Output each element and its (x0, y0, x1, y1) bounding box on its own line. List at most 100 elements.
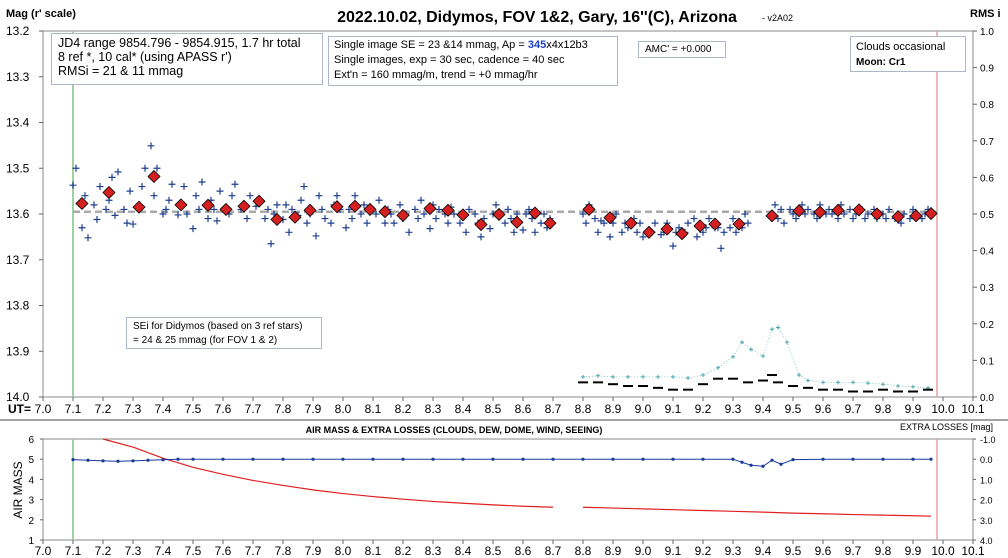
average-diamond (363, 202, 377, 216)
x-tick-label: 8.8 (575, 402, 592, 416)
single-image-point (216, 187, 224, 195)
x-tick-label: 7.1 (65, 402, 82, 416)
single-image-point (129, 220, 137, 228)
airmass-x-tick-label: 7.0 (35, 544, 52, 558)
single-image-point (210, 205, 218, 213)
x-tick-label: 8.4 (455, 402, 472, 416)
x-tick-label: 9.8 (875, 402, 892, 416)
airmass-x-tick-label: 7.6 (215, 544, 232, 558)
rms-teal-point (797, 373, 801, 378)
average-diamond (441, 203, 455, 217)
extra-losses-point (791, 458, 795, 462)
y-tick-label-left: 13.3 (6, 70, 30, 84)
single-image-point (465, 205, 473, 213)
extra-losses-point (71, 458, 75, 462)
single-image-point (351, 192, 359, 200)
x-tick-label: 9.9 (905, 402, 922, 416)
extra-losses-point (911, 457, 915, 461)
single-image-point (828, 210, 836, 218)
rms-teal-point (731, 354, 735, 359)
single-image-point (594, 228, 602, 236)
info-box-images: Single image SE = 23 &14 mmag, Ap = 345x… (328, 36, 618, 86)
airmass-y-tick-label: 5 (28, 455, 34, 466)
airmass-x-tick-label: 9.1 (665, 544, 682, 558)
airmass-x-tick-label: 7.8 (275, 544, 292, 558)
single-image-point (300, 183, 308, 191)
y-tick-label-right: 0.8 (980, 100, 994, 111)
extra-losses-point (521, 457, 525, 461)
single-image-point (90, 201, 98, 209)
single-image-point (729, 215, 737, 223)
single-image-point (522, 210, 530, 218)
y-tick-label-left: 13.9 (6, 344, 30, 358)
single-image-point (312, 232, 320, 240)
single-image-point (174, 211, 182, 219)
y-tick-label-left: 13.8 (6, 299, 30, 313)
rms-teal-point (821, 380, 825, 385)
airmass-x-tick-label: 8.8 (575, 544, 592, 558)
extra-losses-point (311, 457, 315, 461)
single-image-point (273, 201, 281, 209)
extra-losses-point (401, 457, 405, 461)
airmass-x-tick-label: 9.9 (905, 544, 922, 558)
single-image-point (120, 205, 128, 213)
extra-losses-point (461, 457, 465, 461)
rms-teal-point (911, 384, 915, 389)
losses-y-tick-label: 3.0 (980, 516, 993, 526)
single-image-point (537, 219, 545, 227)
single-image-point (72, 164, 80, 172)
single-image-point (417, 196, 425, 204)
single-image-point (882, 215, 890, 223)
single-image-point (726, 224, 734, 232)
single-image-point (420, 210, 428, 218)
single-image-point (108, 173, 116, 181)
single-image-point (477, 233, 485, 241)
x-tick-label: 8.9 (605, 402, 622, 416)
extra-losses-point (116, 459, 120, 463)
x-tick-label: 8.1 (365, 402, 382, 416)
rms-teal-line (582, 327, 929, 389)
single-image-point (897, 219, 905, 227)
single-image-point (360, 201, 368, 209)
average-diamond (831, 203, 845, 217)
single-image-point (141, 164, 149, 172)
airmass-x-tick-label: 8.9 (605, 544, 622, 558)
airmass-x-tick-label: 8.1 (365, 544, 382, 558)
rms-teal-point (749, 347, 753, 352)
airmass-x-tick-label: 9.8 (875, 544, 892, 558)
extra-losses-point (131, 459, 135, 463)
rms-teal-point (626, 374, 630, 379)
rms-teal-point (581, 374, 585, 379)
sei-line-2: = 24 & 25 mmag (for FOV 1 & 2) (133, 335, 278, 346)
x-tick-label: 9.1 (665, 402, 682, 416)
airmass-x-tick-label: 8.6 (515, 544, 532, 558)
single-image-point (327, 219, 335, 227)
y-tick-label-left: 13.6 (6, 207, 30, 221)
x-tick-label: 8.3 (425, 402, 442, 416)
airmass-plot-area (42, 438, 974, 541)
x-tick-label: 10.1 (961, 402, 985, 416)
single-image-point (507, 215, 515, 223)
single-image-point (168, 180, 176, 188)
single-image-point (909, 205, 917, 213)
single-image-point (333, 192, 341, 200)
y-tick-label-right: 0.4 (980, 247, 994, 258)
single-image-point (159, 210, 167, 218)
single-image-point (123, 219, 131, 227)
x-tick-label: 7.6 (215, 402, 232, 416)
x-tick-label: 9.3 (725, 402, 742, 416)
extra-losses-point (749, 463, 753, 467)
average-diamond (270, 212, 284, 227)
rms-teal-point (596, 373, 600, 378)
extra-losses-line (72, 458, 931, 467)
single-image-point (600, 219, 608, 227)
single-image-point (801, 210, 809, 218)
amc-text: AMC' = +0.000 (645, 44, 712, 55)
single-image-point (462, 228, 470, 236)
single-image-point (345, 205, 353, 213)
y-tick-label-right: 0.1 (980, 356, 994, 367)
single-image-point (111, 211, 119, 219)
rms-teal-point (836, 380, 840, 385)
single-image-point (228, 192, 236, 200)
